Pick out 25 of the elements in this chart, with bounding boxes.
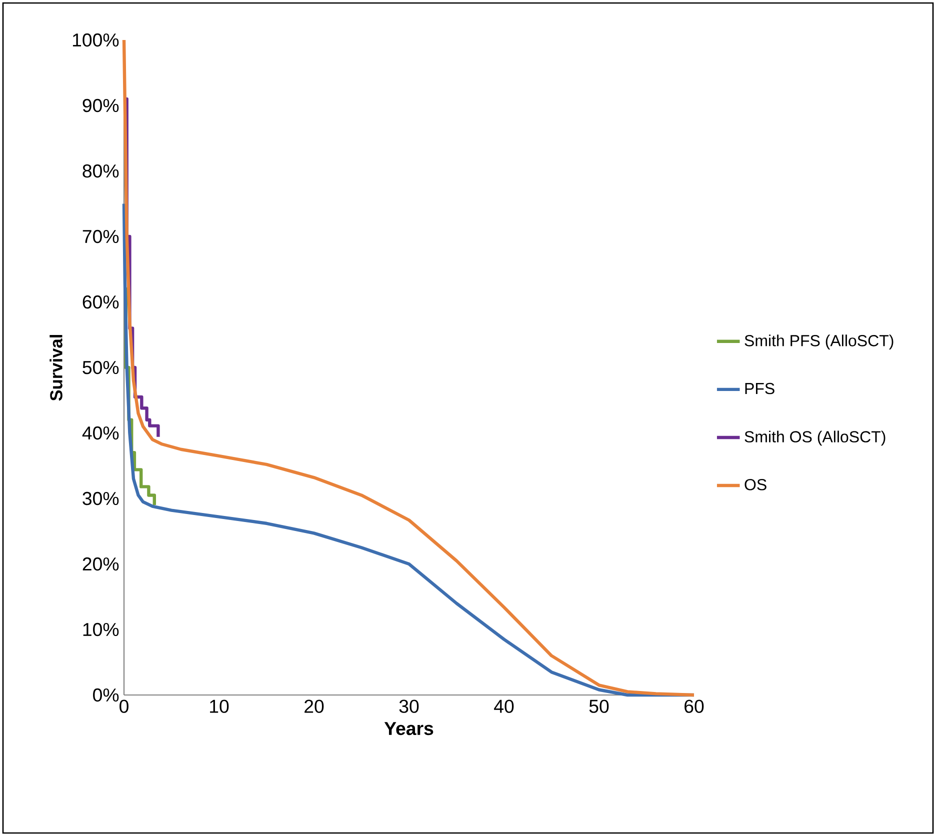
y-tick-label: 100% — [72, 33, 119, 47]
x-tick-label: 0 — [120, 700, 128, 713]
y-tick-label: 90% — [82, 98, 119, 112]
x-tick-label: 30 — [399, 700, 419, 713]
x-tick-label: 20 — [304, 700, 324, 713]
x-tick-label: 60 — [684, 700, 704, 713]
legend-label: Smith OS (AlloSCT) — [744, 430, 886, 446]
y-tick-label: 20% — [82, 557, 119, 571]
y-tick-label: 10% — [83, 622, 119, 636]
legend-label: Smith PFS (AlloSCT) — [744, 334, 894, 350]
legend-label: PFS — [745, 382, 774, 394]
y-tick-label: 80% — [82, 164, 119, 178]
y-tick-label: 40% — [82, 426, 119, 440]
x-tick-label: 10 — [210, 700, 229, 713]
y-tick-label: 30% — [82, 492, 119, 506]
y-tick-label: 60% — [82, 295, 119, 309]
x-tick-label: 50 — [589, 700, 609, 713]
x-tick-label: 40 — [494, 700, 514, 713]
y-tick-label: 70% — [82, 230, 119, 244]
y-axis-title: Survival — [50, 335, 62, 401]
x-axis-title: Years — [384, 722, 434, 736]
y-tick-label: 50% — [82, 360, 119, 374]
legend-label: OS — [744, 478, 766, 490]
line-series — [122, 38, 696, 697]
y-tick-label: 0% — [93, 688, 119, 702]
